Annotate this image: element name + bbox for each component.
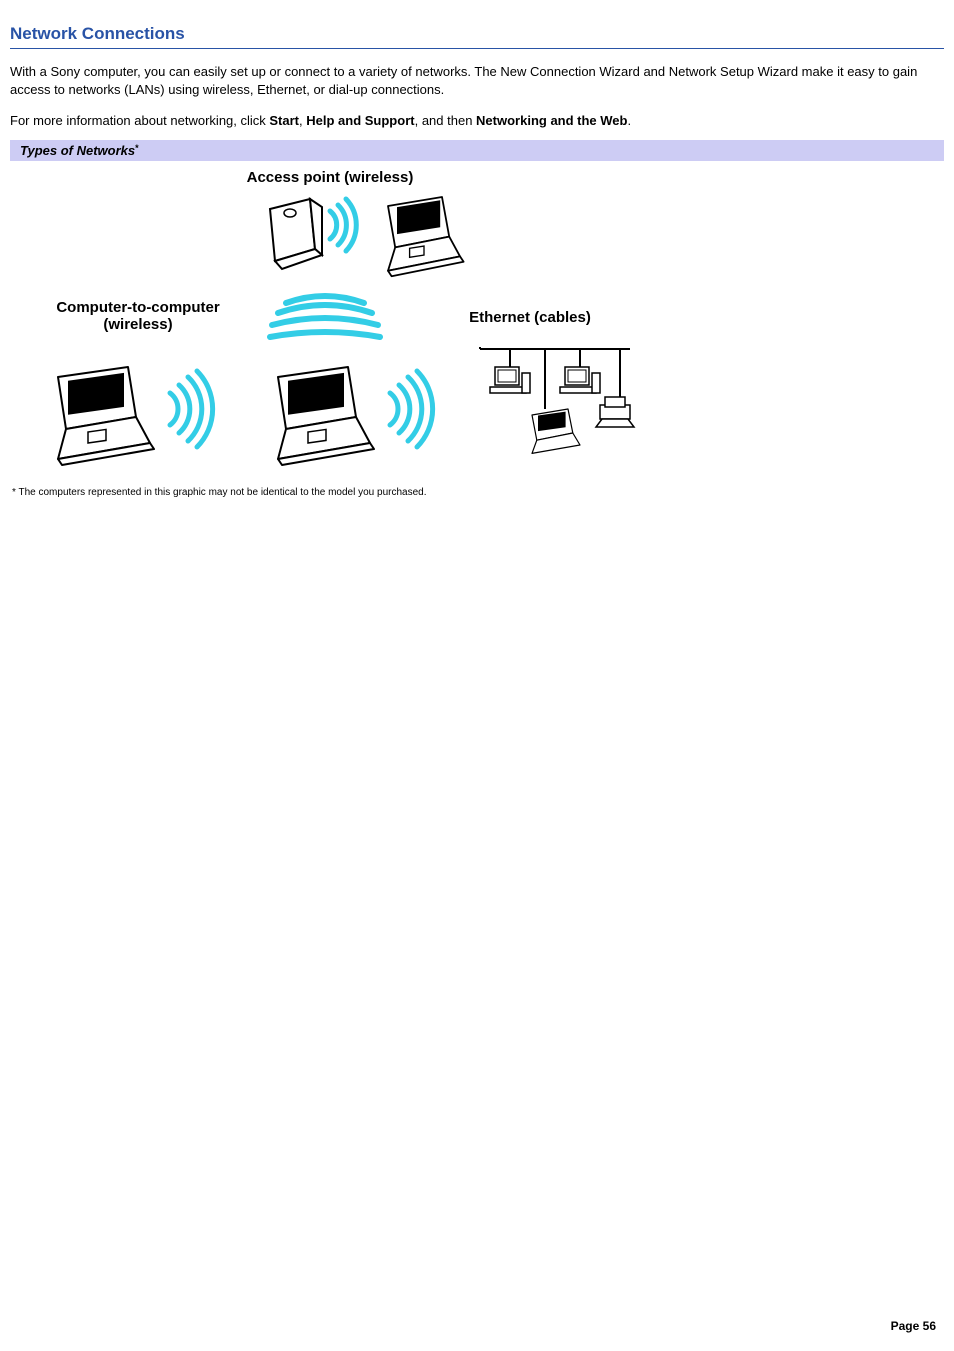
computer-to-computer-label: Computer-to-computer (wireless) <box>38 299 238 333</box>
waves-large-icon <box>260 289 390 349</box>
network-types-diagram: Access point (wireless) <box>20 169 640 479</box>
laptop-middle-icon <box>250 359 460 469</box>
c2c-label-line1: Computer-to-computer <box>56 299 219 316</box>
c2c-label-line2: (wireless) <box>103 316 172 333</box>
help-support-link: Help and Support <box>306 113 414 128</box>
start-link: Start <box>269 113 299 128</box>
page-number: Page 56 <box>891 1319 936 1333</box>
instruction-paragraph: For more information about networking, c… <box>10 112 944 130</box>
laptop-left-icon <box>30 359 240 469</box>
ethernet-label: Ethernet (cables) <box>440 309 620 326</box>
instruction-sep2: , and then <box>415 113 476 128</box>
access-point-label: Access point (wireless) <box>210 169 450 186</box>
ethernet-diagram-icon <box>470 339 640 469</box>
section-bar-label: Types of Networks <box>20 143 135 158</box>
intro-paragraph: With a Sony computer, you can easily set… <box>10 63 944 98</box>
section-bar-types-of-networks: Types of Networks* <box>10 140 944 161</box>
section-bar-asterisk: * <box>135 143 139 153</box>
footnote-text: * The computers represented in this grap… <box>12 487 944 498</box>
instruction-suffix: . <box>627 113 631 128</box>
access-point-icon <box>250 189 470 289</box>
instruction-prefix: For more information about networking, c… <box>10 113 269 128</box>
page-title: Network Connections <box>10 24 944 49</box>
page-root: Network Connections With a Sony computer… <box>0 0 954 1351</box>
networking-web-link: Networking and the Web <box>476 113 627 128</box>
